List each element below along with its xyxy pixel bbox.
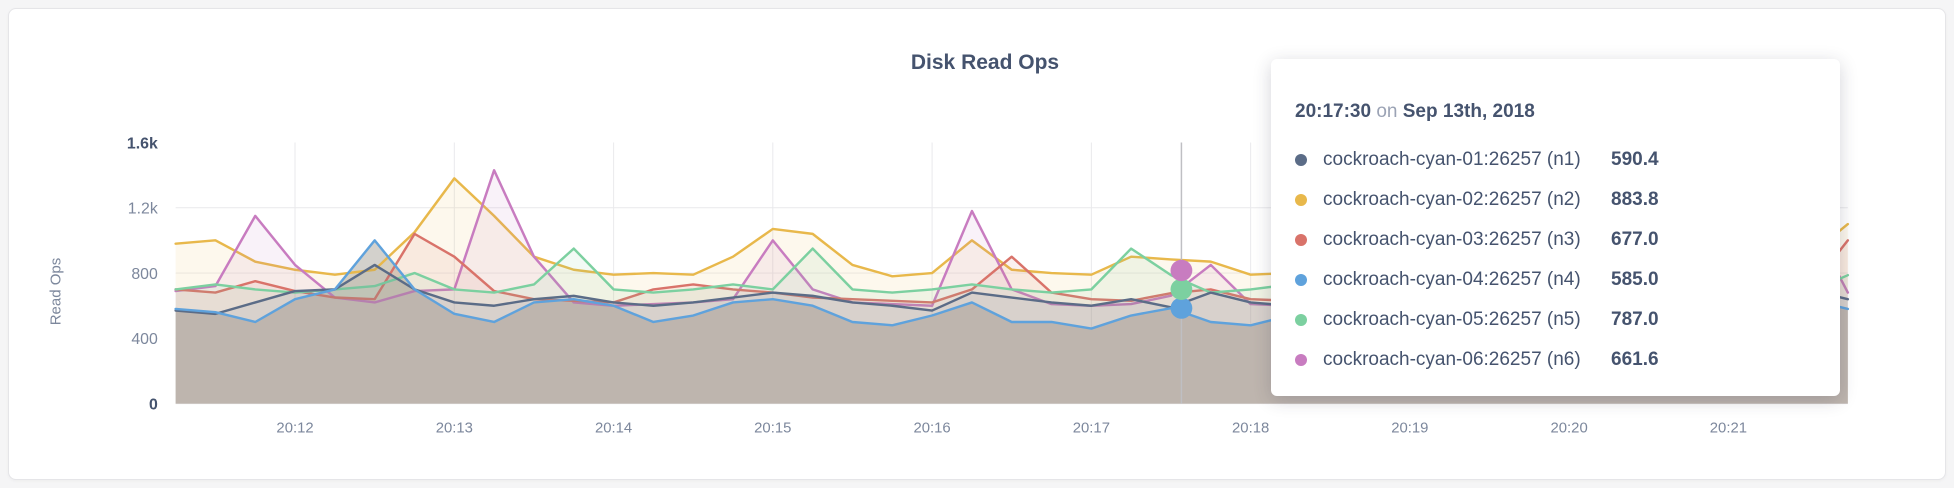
svg-text:20:12: 20:12: [276, 421, 313, 437]
svg-text:20:19: 20:19: [1391, 421, 1428, 437]
svg-text:20:13: 20:13: [436, 421, 473, 437]
svg-text:0: 0: [149, 397, 158, 414]
svg-text:800: 800: [131, 266, 158, 283]
svg-text:20:21: 20:21: [1710, 421, 1747, 437]
svg-text:20:18: 20:18: [1232, 421, 1269, 437]
svg-text:1.6k: 1.6k: [127, 135, 158, 152]
svg-text:20:15: 20:15: [754, 421, 791, 437]
svg-text:20:16: 20:16: [913, 421, 950, 437]
svg-text:20:20: 20:20: [1551, 421, 1588, 437]
svg-text:1.2k: 1.2k: [128, 201, 158, 218]
svg-text:20:14: 20:14: [595, 421, 632, 437]
svg-text:400: 400: [131, 331, 158, 348]
svg-text:20:17: 20:17: [1073, 421, 1110, 437]
